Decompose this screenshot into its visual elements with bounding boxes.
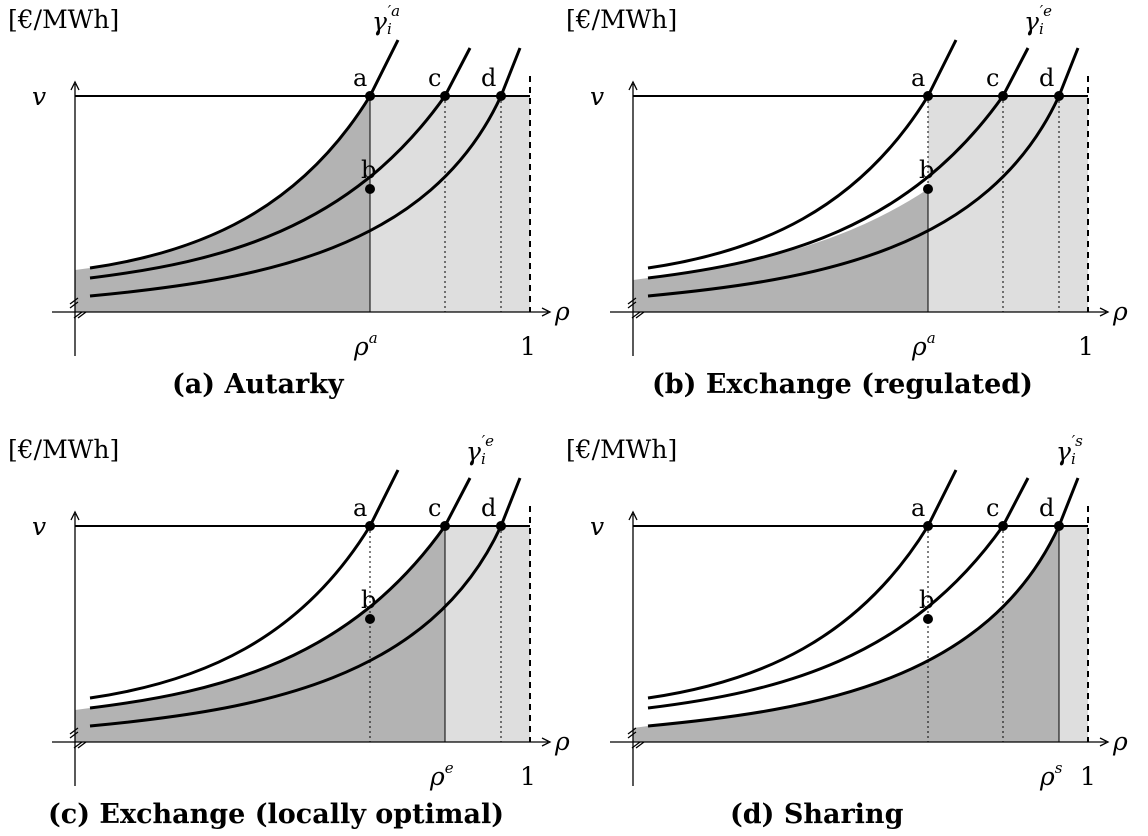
label-c: c [428, 494, 441, 522]
label-b: b [361, 156, 376, 184]
label-d: d [1039, 494, 1054, 522]
light-region [370, 96, 530, 312]
light-region [445, 526, 530, 742]
point-c [998, 91, 1008, 101]
point-d [496, 91, 506, 101]
curve-3 [647, 47, 1080, 298]
rho-axis-label: ρ [1112, 297, 1128, 326]
light-region [1059, 526, 1088, 742]
v-label: v [32, 512, 46, 541]
label-c: c [986, 494, 999, 522]
dark-region [633, 526, 1059, 742]
gamma-label: γi′e [466, 432, 494, 468]
v-label: v [590, 512, 604, 541]
point-d [1054, 521, 1064, 531]
caption-b: (b) Exchange (regulated) [652, 369, 1033, 400]
panel-b: a b c d [€/MWh] v ρ 1 γi′e ρa (b) Exchan… [566, 2, 1128, 400]
one-label: 1 [1078, 332, 1094, 361]
gamma-label: γi′e [1024, 2, 1052, 38]
curve-3 [89, 477, 522, 728]
label-a: a [911, 494, 925, 522]
dark-region [75, 526, 445, 742]
point-b [923, 614, 933, 624]
label-d: d [481, 494, 496, 522]
v-label: v [32, 82, 46, 111]
rho-axis-label: ρ [554, 297, 570, 326]
label-d: d [481, 64, 496, 92]
one-label: 1 [520, 762, 536, 791]
label-c: c [986, 64, 999, 92]
label-a: a [353, 64, 367, 92]
label-c: c [428, 64, 441, 92]
rho-axis-label: ρ [554, 727, 570, 756]
y-axis-label: [€/MWh] [8, 5, 119, 34]
curve-gamma [647, 47, 1030, 280]
curve-1 [647, 469, 958, 700]
curve-1 [647, 39, 958, 270]
rho-tick-label: ρa [911, 329, 936, 361]
one-label: 1 [520, 332, 536, 361]
y-axis-label: [€/MWh] [566, 5, 677, 34]
caption-d: (d) Sharing [730, 799, 904, 830]
label-a: a [353, 494, 367, 522]
point-d [496, 521, 506, 531]
curve-3 [89, 47, 522, 298]
label-b: b [919, 586, 934, 614]
rho-tick-label: ρs [1039, 759, 1063, 791]
panel-c: a b c d [€/MWh] v ρ 1 γi′e ρe (c) Exchan… [8, 432, 570, 830]
curve-2 [89, 477, 472, 710]
label-b: b [919, 156, 934, 184]
point-c [440, 91, 450, 101]
point-b [365, 614, 375, 624]
label-d: d [1039, 64, 1054, 92]
gamma-label: γi′s [1056, 432, 1083, 468]
rho-axis-label: ρ [1112, 727, 1128, 756]
point-a [923, 521, 933, 531]
curve-gamma [89, 39, 400, 270]
y-axis-label: [€/MWh] [8, 435, 119, 464]
point-b [365, 184, 375, 194]
curve-gamma [647, 477, 1080, 728]
point-c [998, 521, 1008, 531]
rho-tick-label: ρe [429, 759, 454, 791]
label-a: a [911, 64, 925, 92]
point-b [923, 184, 933, 194]
panel-d: a b c d [€/MWh] v ρ 1 γi′s ρs (d) Sharin… [566, 432, 1128, 830]
point-d [1054, 91, 1064, 101]
caption-a: (a) Autarky [172, 369, 345, 400]
point-c [440, 521, 450, 531]
panel-a: a b c d [€/MWh] v ρ 1 γi′a ρa (a) Autark… [8, 2, 570, 400]
one-label: 1 [1080, 762, 1096, 791]
curve-2 [89, 47, 472, 280]
rho-tick-label: ρa [353, 329, 378, 361]
dark-region [633, 189, 928, 312]
dark-region [75, 96, 370, 312]
caption-c: (c) Exchange (locally optimal) [48, 799, 504, 830]
label-b: b [361, 586, 376, 614]
curve-2 [647, 477, 1030, 710]
v-label: v [590, 82, 604, 111]
curve-1 [89, 469, 400, 700]
point-a [365, 521, 375, 531]
y-axis-label: [€/MWh] [566, 435, 677, 464]
point-a [923, 91, 933, 101]
point-a [365, 91, 375, 101]
gamma-label: γi′a [372, 2, 400, 38]
light-region [928, 96, 1088, 312]
